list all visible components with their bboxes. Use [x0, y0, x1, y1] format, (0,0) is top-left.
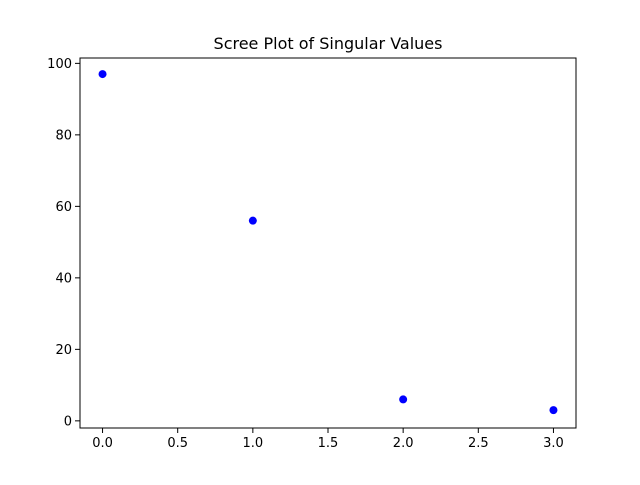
y-tick-label: 100 — [47, 57, 72, 72]
x-tick-label: 2.5 — [468, 436, 489, 451]
y-tick-label: 20 — [55, 343, 72, 358]
y-tick-label: 40 — [55, 271, 72, 286]
data-point — [399, 395, 408, 404]
x-tick-label: 1.5 — [318, 436, 339, 451]
x-tick-label: 2.0 — [393, 436, 414, 451]
data-point — [98, 70, 107, 79]
data-point — [248, 216, 257, 225]
y-tick-label: 80 — [55, 128, 72, 143]
x-tick-label: 1.0 — [243, 436, 264, 451]
x-tick-label: 3.0 — [543, 436, 564, 451]
y-tick-label: 0 — [64, 414, 72, 429]
data-point — [549, 406, 558, 415]
x-axis: 0.0 0.5 1.0 1.5 2.0 2.5 3.0 — [92, 428, 564, 451]
x-tick-label: 0.5 — [167, 436, 188, 451]
plot-frame — [79, 57, 577, 429]
y-axis: 0 20 40 60 80 100 — [47, 57, 80, 429]
points-layer — [98, 70, 558, 415]
y-tick-label: 60 — [55, 200, 72, 215]
x-tick-label: 0.0 — [92, 436, 113, 451]
chart-title: Scree Plot of Singular Values — [214, 34, 443, 53]
